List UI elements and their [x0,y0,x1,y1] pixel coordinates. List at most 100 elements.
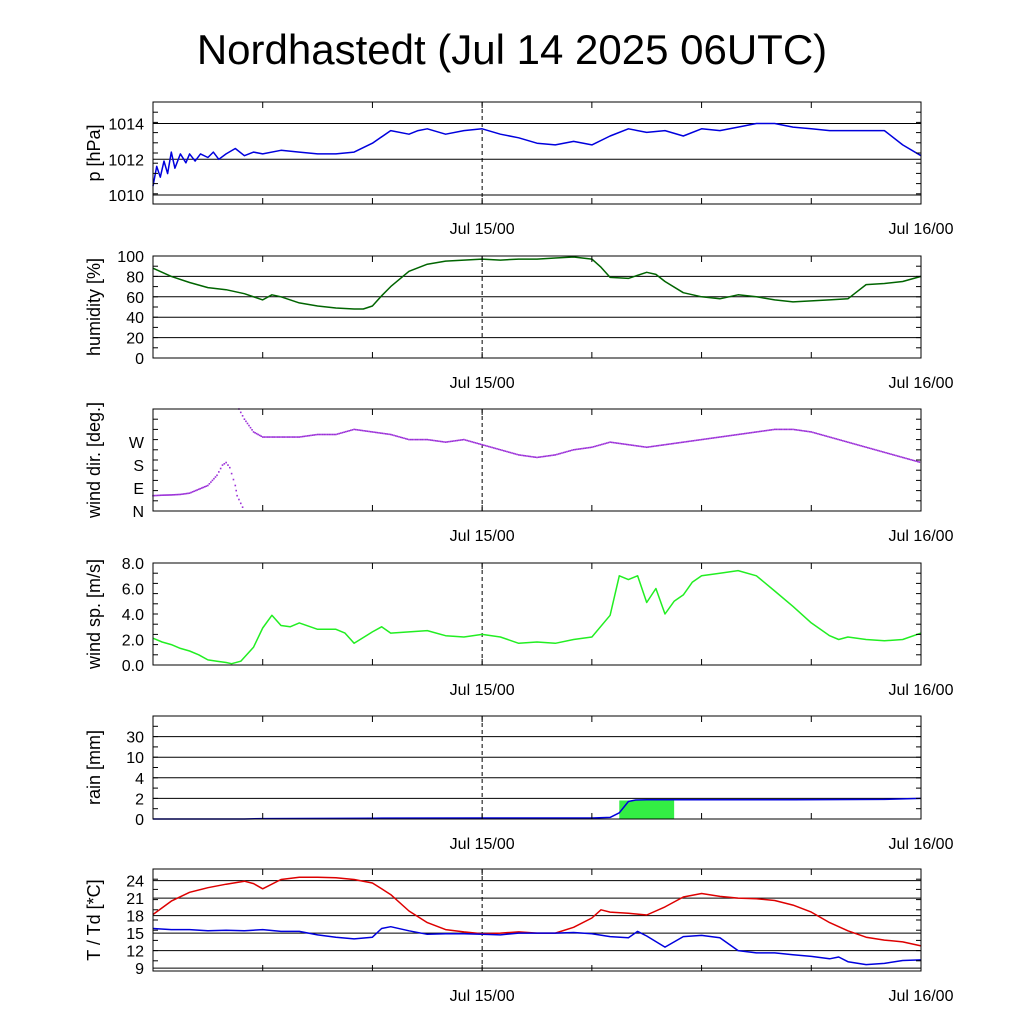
wind-direction-point [803,430,806,432]
wind-direction-point [848,441,851,444]
wind-direction-x-tick-label-1: Jul 16/00 [889,528,954,545]
wind-direction-point [772,428,774,431]
temperature-x-tick-label-0: Jul 15/00 [450,988,515,1005]
wind-direction-point [396,435,399,438]
wind-direction-point [361,429,364,432]
wind-direction-point [597,444,600,447]
wind-direction-point [908,458,911,461]
wind-direction-point [755,431,758,433]
wind-speed-y-tick-label-1: 2.0 [122,633,144,650]
wind-direction-point [208,483,211,485]
wind-direction-point [449,440,452,443]
wind-direction-point [734,434,736,436]
wind-direction-point [891,453,894,456]
wind-direction-point [318,433,321,436]
wind-direction-point [742,433,744,435]
wind-direction-point [551,454,553,457]
wind-direction-point [657,444,660,447]
wind-direction-point [574,448,577,451]
pressure-x-tick-label-1: Jul 16/00 [889,221,954,238]
wind-direction-point [812,431,814,434]
wind-direction-point [173,493,176,496]
wind-direction-point [489,446,492,448]
wind-direction-point [478,442,480,445]
wind-speed-y-tick-label-2: 4.0 [122,607,144,624]
wind-direction-point [298,436,301,438]
wind-direction-point [675,442,678,444]
wind-direction-point [763,429,766,432]
wind-direction-point [389,433,392,436]
wind-direction-point [331,433,334,436]
wind-direction-point [369,430,372,433]
wind-direction-point [182,493,185,495]
wind-direction-point [403,437,405,440]
rain-y-tick-label-1: 2 [135,791,144,808]
wind-direction-point [797,429,799,431]
wind-direction-point [521,454,523,457]
wind-direction-point [780,428,783,431]
wind-direction-point [727,435,729,437]
temperature-series-1 [152,925,922,966]
wind-direction-point [594,445,596,448]
wind-direction-point [423,438,425,441]
wind-direction-point [191,491,194,493]
wind-direction-point [677,442,680,444]
wind-direction-point [883,451,886,454]
rain-y-tick-label-4: 30 [126,730,144,747]
wind-direction-point [758,430,761,433]
wind-direction-point [695,439,698,442]
wind-direction-point [572,449,575,451]
wind-direction-point [584,447,587,449]
wind-direction-point [436,440,439,442]
wind-direction-point [162,494,165,496]
wind-direction-point [778,428,781,431]
wind-direction-point [285,436,287,438]
wind-direction-point [359,429,362,432]
wind-direction-point [401,436,404,439]
wind-direction-point [855,443,857,446]
wind-direction-point [567,450,570,452]
wind-direction-point [730,434,733,437]
wind-direction-point [903,457,906,459]
rain-frame [152,715,922,820]
wind-direction-point [915,460,917,462]
wind-direction-point [579,448,582,450]
wind-direction-point [832,437,834,439]
wind-direction-point [847,441,849,443]
wind-direction-point [409,438,412,441]
wind-direction-point [632,444,635,447]
wind-direction-point [343,431,345,433]
wind-direction-point [840,439,843,442]
humidity-y-tick-label-2: 40 [126,310,144,327]
wind-direction-point [532,456,535,458]
wind-direction-point [768,429,771,431]
wind-direction-point [767,429,769,432]
wind-direction-point [517,454,520,456]
wind-direction-point [805,430,808,433]
wind-direction-point [556,453,558,456]
wind-direction-point [868,447,871,449]
wind-direction-point [414,438,417,441]
wind-direction-point [607,441,610,444]
wind-direction-point [336,433,339,435]
wind-direction-point [596,445,598,447]
wind-direction-point [837,438,839,441]
wind-direction-point [687,440,690,443]
rain-y-axis-label: rain [mm] [84,730,104,805]
wind-direction-point [539,456,542,458]
wind-direction-point [245,420,247,423]
wind-direction-point [913,459,916,462]
wind-direction-point [710,437,713,440]
wind-direction-point [724,435,726,438]
wind-direction-point [642,445,645,448]
wind-direction-point [732,434,734,436]
wind-direction-point [635,445,638,447]
wind-direction-point [295,436,297,438]
wind-direction-point [625,443,628,446]
wind-direction-point [305,435,307,437]
wind-direction-point [351,429,354,431]
wind-direction-point [863,445,866,448]
humidity-series-0 [152,256,922,310]
wind-direction-point [524,455,527,457]
